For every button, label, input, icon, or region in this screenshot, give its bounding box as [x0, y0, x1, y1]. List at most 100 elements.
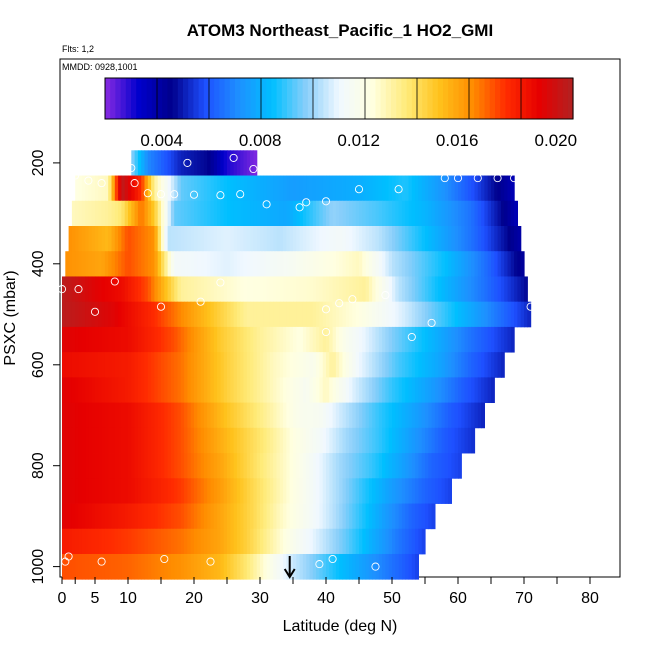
heatmap-cell: [273, 503, 278, 530]
heatmap-cell: [411, 402, 416, 429]
heatmap-cell: [154, 251, 159, 277]
heatmap-cell: [471, 427, 476, 454]
heatmap-cell: [408, 553, 413, 580]
heatmap-cell: [421, 352, 426, 378]
heatmap-cell: [194, 226, 198, 252]
heatmap-cell: [243, 226, 248, 252]
heatmap-cell: [309, 453, 314, 479]
heatmap-cell: [392, 478, 396, 504]
heatmap-cell: [243, 427, 248, 454]
heatmap-cell: [487, 175, 492, 202]
heatmap-cell: [161, 377, 165, 404]
heatmap-cell: [418, 503, 423, 530]
heatmap-cell: [484, 175, 489, 202]
heatmap-cell: [68, 226, 73, 252]
heatmap-cell: [266, 553, 271, 580]
heatmap-cell: [170, 200, 175, 227]
observation-point: [90, 307, 100, 316]
heatmap-cell: [352, 427, 357, 454]
heatmap-cell: [260, 301, 264, 328]
heatmap-cell: [349, 503, 353, 530]
heatmap-cell: [161, 175, 165, 202]
heatmap-cell: [448, 427, 452, 454]
heatmap-cell: [164, 503, 169, 530]
heatmap-cell: [401, 276, 406, 303]
heatmap-cell: [98, 503, 103, 530]
heatmap-cell: [359, 276, 363, 303]
heatmap-cell: [299, 276, 304, 303]
heatmap-cell: [362, 352, 367, 378]
heatmap-cell: [434, 200, 439, 227]
heatmap-cell: [326, 326, 330, 353]
heatmap-cell: [467, 226, 472, 252]
heatmap-cell: [236, 352, 241, 378]
heatmap-cell: [167, 352, 172, 378]
observation-point: [97, 557, 106, 566]
heatmap-cell: [425, 276, 429, 303]
heatmap-cell: [88, 377, 93, 404]
heatmap-cell: [388, 276, 393, 303]
heatmap-cell: [118, 200, 122, 227]
heatmap-cell: [484, 377, 489, 404]
heatmap-cell: [141, 301, 146, 328]
heatmap-cell: [401, 402, 406, 429]
heatmap-cell: [269, 175, 274, 202]
observation-point: [321, 327, 331, 337]
heatmap-cell: [217, 326, 221, 353]
heatmap-cell: [296, 377, 301, 404]
heatmap-cell: [289, 326, 294, 353]
heatmap-cell: [263, 226, 268, 252]
heatmap-cell: [121, 175, 126, 202]
heatmap-cell: [184, 528, 188, 555]
heatmap-cell: [263, 478, 268, 504]
heatmap-cell: [98, 175, 103, 202]
heatmap-cell: [276, 478, 281, 504]
heatmap-cell: [319, 528, 324, 555]
heatmap-cell: [134, 175, 139, 202]
heatmap-cell: [306, 251, 311, 277]
heatmap-cell: [405, 301, 410, 328]
heatmap-cell: [170, 251, 175, 277]
heatmap-cell: [95, 503, 99, 530]
heatmap-cell: [260, 503, 264, 530]
heatmap-cell: [415, 326, 419, 353]
colorbar-swatch: [318, 78, 324, 119]
colorbar-swatch: [198, 78, 205, 119]
heatmap-cell: [299, 427, 304, 454]
observation-point: [335, 299, 344, 308]
heatmap-cell: [306, 276, 311, 303]
heatmap-cell: [467, 402, 472, 429]
heatmap-cell: [101, 377, 106, 404]
heatmap-cell: [217, 453, 221, 479]
heatmap-cell: [405, 352, 410, 378]
heatmap-cell: [98, 352, 103, 378]
heatmap-cell: [236, 503, 241, 530]
heatmap-cell: [223, 453, 228, 479]
heatmap-cell: [464, 402, 469, 429]
heatmap-cell: [203, 528, 208, 555]
heatmap-cell: [210, 503, 215, 530]
heatmap-cell: [306, 200, 311, 227]
heatmap-cell: [302, 251, 307, 277]
heatmap-cell: [121, 402, 126, 429]
heatmap-cell: [302, 528, 307, 555]
heatmap-cell: [243, 175, 248, 202]
heatmap-cell: [362, 326, 367, 353]
heatmap-cell: [362, 377, 367, 404]
heatmap-cell: [464, 251, 469, 277]
heatmap-cell: [345, 175, 350, 202]
heatmap-cell: [398, 200, 403, 227]
heatmap-cell: [510, 175, 515, 202]
heatmap-cell: [95, 377, 99, 404]
heatmap-cell: [418, 377, 423, 404]
heatmap-cell: [352, 377, 357, 404]
heatmap-cell: [131, 200, 136, 227]
heatmap-cell: [78, 453, 83, 479]
heatmap-cell: [428, 301, 433, 328]
heatmap-cell: [441, 276, 446, 303]
heatmap-cell: [236, 276, 241, 303]
heatmap-cell: [474, 326, 479, 353]
y-tick-label: 800: [30, 452, 47, 479]
heatmap-cell: [184, 352, 188, 378]
colorbar-swatch: [188, 78, 194, 119]
